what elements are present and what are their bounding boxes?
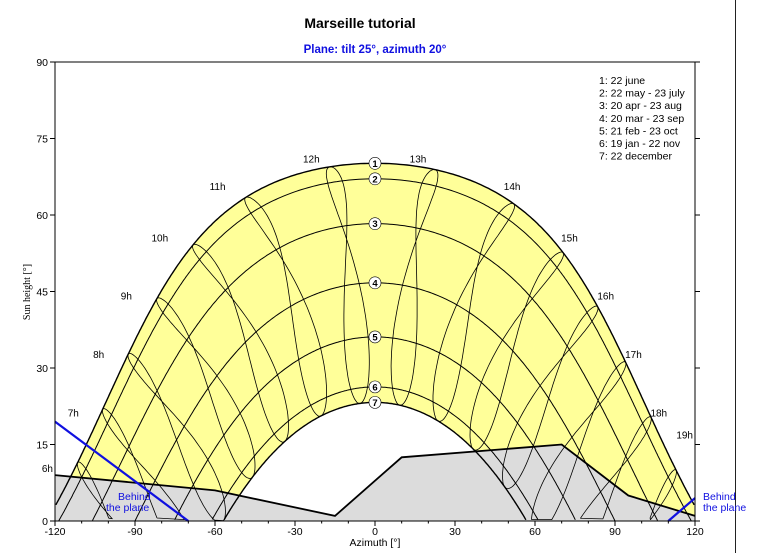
x-tick-label: -60 (207, 526, 222, 538)
x-tick-label: -30 (287, 526, 302, 538)
behind-label-right-1: Behind (703, 491, 736, 503)
date-curve-labels: 1 2 3 4 5 6 7 (368, 156, 382, 409)
legend-entry: 6: 19 jan - 22 nov (599, 138, 681, 150)
hour-line-16 (502, 305, 599, 490)
y-tick-label: 60 (36, 210, 48, 222)
y-axis-label: Sun height [°] (22, 264, 33, 320)
x-tick-label: 120 (686, 526, 704, 538)
hour-line-7 (102, 408, 185, 521)
hour-line-19 (649, 469, 677, 521)
window-border (735, 0, 736, 553)
date-label-4: 4 (372, 278, 378, 289)
x-axis-label: Azimuth [°] (350, 537, 401, 549)
hour-label-16: 16h (597, 291, 614, 302)
behind-label-right-2: the plane (703, 502, 746, 514)
legend-entry: 5: 21 feb - 23 oct (599, 125, 678, 137)
y-tick-label: 90 (36, 57, 48, 69)
chart-subtitle: Plane: tilt 25°, azimuth 20° (303, 44, 447, 56)
y-tick-label: 15 (36, 440, 48, 452)
date-marker-4 (368, 276, 382, 290)
y-tick-label: 30 (36, 363, 48, 375)
hour-line-12 (325, 166, 370, 404)
plane-limit-right (667, 497, 696, 522)
page-title: Marseille tutorial (304, 15, 416, 31)
date-marker-1 (368, 156, 382, 170)
x-tick-label: -90 (127, 526, 142, 538)
hour-label-14: 14h (504, 182, 521, 193)
legend-entry: 2: 22 may - 23 july (599, 88, 686, 100)
hour-label-12: 12h (303, 155, 320, 166)
hour-line-18 (580, 416, 652, 520)
hour-label-9: 9h (121, 291, 132, 302)
date-label-7: 7 (372, 398, 377, 409)
hour-label-17: 17h (625, 350, 642, 361)
hour-label-7: 7h (68, 409, 79, 420)
date-label-5: 5 (372, 332, 378, 343)
date-marker-6 (368, 380, 382, 394)
date-marker-3 (368, 217, 382, 230)
hour-label-15: 15h (561, 234, 578, 245)
hour-label-18: 18h (650, 409, 667, 420)
horizon-line (54, 443, 696, 517)
x-tick-label: 90 (609, 526, 621, 538)
behind-label-left-2: the plane (106, 502, 149, 514)
date-marker-5 (368, 330, 382, 344)
legend-entry: 1: 22 june (599, 75, 645, 87)
plane-limit (54, 420, 696, 522)
hour-label-13: 13h (410, 155, 427, 166)
hour-line-8 (127, 352, 226, 521)
x-tick-label: 60 (529, 526, 541, 538)
hour-label-11: 11h (210, 182, 226, 193)
hour-line-6 (76, 461, 114, 520)
hour-line-15 (469, 251, 565, 451)
legend-entry: 3: 20 apr - 23 aug (599, 100, 682, 112)
x-tick-label: -120 (44, 526, 65, 538)
x-tick-label: 30 (449, 526, 461, 538)
y-tick-label: 45 (36, 287, 48, 299)
hour-label-10: 10h (152, 234, 169, 245)
hour-line-13 (390, 169, 439, 406)
legend-entry: 7: 22 december (599, 151, 672, 163)
plane-limit-left (54, 420, 189, 522)
hour-line-10 (192, 243, 289, 443)
behind-label-left-1: Behind (118, 491, 151, 503)
hour-label-6: 6h (42, 464, 53, 475)
date-marker-2 (368, 172, 382, 186)
y-tick-label: 75 (36, 134, 48, 146)
date-marker-7 (368, 396, 382, 409)
y-tick-label: 0 (42, 516, 48, 528)
date-label-1: 1 (372, 159, 378, 170)
hour-line-9 (156, 297, 256, 480)
date-label-2: 2 (372, 174, 377, 185)
hour-label-8: 8h (93, 350, 104, 361)
x-tick-label: 0 (372, 526, 378, 538)
date-label-3: 3 (372, 219, 377, 230)
hour-labels: 6h 7h 8h 9h 10h 11h 12h 13h 14h 15h 16h 17h 18h 19h (42, 155, 693, 476)
hour-line-11 (244, 196, 328, 417)
hour-label-19: 19h (676, 430, 693, 441)
date-label-6: 6 (372, 382, 377, 393)
legend-entry: 4: 20 mar - 23 sep (599, 113, 684, 125)
hour-line-14 (432, 202, 516, 422)
hour-line-17 (531, 361, 627, 520)
